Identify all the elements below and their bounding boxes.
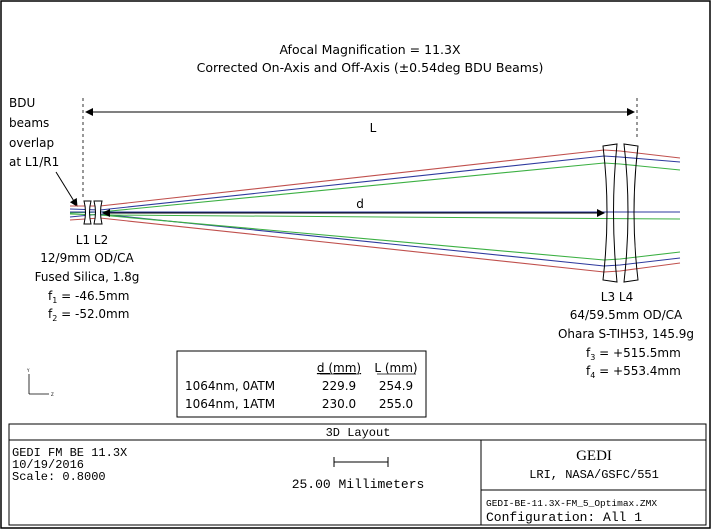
scale-bar — [333, 457, 389, 467]
bdu-note-line-4: at L1/R1 — [9, 155, 59, 169]
lens-large-specs: L3 L4 64/59.5mm OD/CA Ohara S-TIH53, 145… — [558, 290, 694, 380]
focal-f3: f3 = +515.5mm — [586, 346, 681, 362]
title-block: 3D Layout GEDI FM BE 11.3X 10/19/2016 Sc… — [8, 423, 707, 526]
focal-f3-value: = +515.5mm — [595, 346, 680, 360]
dimension-L-label: L — [370, 121, 377, 135]
table-header-d: d (mm) — [317, 361, 361, 375]
bdu-note-line-3: overlap — [9, 136, 54, 150]
lens-large-diameter: 64/59.5mm OD/CA — [570, 308, 683, 322]
focal-f4: f4 = +553.4mm — [586, 364, 681, 380]
axis-triad: Y Z — [26, 368, 54, 397]
focal-f1-symbol: f — [48, 289, 53, 303]
footer-scale: Scale: 0.8000 — [12, 470, 106, 484]
table-row-2-label: 1064nm, 1ATM — [185, 397, 275, 411]
focal-f1: f1 = -46.5mm — [48, 289, 129, 305]
focal-f2: f2 = -52.0mm — [48, 307, 129, 323]
table-row-1-label: 1064nm, 0ATM — [185, 379, 275, 393]
title-line-2: Corrected On-Axis and Off-Axis (±0.54deg… — [197, 60, 544, 75]
lens-small-material: Fused Silica, 1.8g — [35, 270, 140, 284]
bdu-note: BDU beams overlap at L1/R1 — [9, 96, 78, 207]
focal-f1-subscript: 1 — [52, 296, 57, 305]
focal-f4-value: = +553.4mm — [595, 364, 680, 378]
focal-f2-value: = -52.0mm — [57, 307, 129, 321]
lens-large-names: L3 L4 — [601, 290, 633, 304]
footer-organization: LRI, NASA/GSFC/551 — [529, 468, 659, 482]
lens-L4 — [623, 143, 639, 283]
footer-date: 10/19/2016 — [12, 458, 84, 472]
bdu-note-arrow — [55, 171, 78, 207]
measurement-table: d (mm) L (mm) 1064nm, 0ATM 229.9 254.9 1… — [176, 350, 427, 418]
footer-model-name: GEDI FM BE 11.3X — [12, 446, 127, 460]
focal-f2-subscript: 2 — [52, 314, 57, 323]
dimension-d-label: d — [356, 197, 364, 211]
title-block-border — [8, 423, 707, 526]
lens-L3 — [602, 143, 618, 283]
lens-small-names: L1 L2 — [76, 233, 108, 247]
table-row-2-d: 230.0 — [322, 397, 356, 411]
title-line-1: Afocal Magnification = 11.3X — [279, 42, 461, 57]
lens-L2 — [93, 200, 103, 225]
focal-f3-subscript: 3 — [590, 353, 595, 362]
lens-small-diameter: 12/9mm OD/CA — [40, 251, 134, 265]
footer-project-title: GEDI — [576, 448, 612, 464]
footer-filename: GEDI-BE-11.3X-FM_5_Optimax.ZMX — [486, 498, 657, 509]
table-row-1-L: 254.9 — [379, 379, 413, 393]
table-header-L: L (mm) — [374, 361, 417, 375]
focal-f4-subscript: 4 — [590, 371, 595, 380]
bdu-note-line-2: beams — [9, 116, 49, 130]
table-row-2-L: 255.0 — [379, 397, 413, 411]
axis-triad-y-label: Y — [26, 368, 30, 373]
footer-configuration: Configuration: All 1 — [486, 510, 642, 525]
bdu-note-line-1: BDU — [9, 96, 35, 110]
layout-label: 3D Layout — [326, 426, 391, 440]
focal-f3-symbol: f — [586, 346, 591, 360]
lens-L1-L2 — [83, 200, 103, 225]
focal-f1-value: = -46.5mm — [57, 289, 129, 303]
focal-f2-symbol: f — [48, 307, 53, 321]
lens-L1 — [83, 200, 92, 225]
measurement-table-border — [176, 350, 427, 418]
focal-f4-symbol: f — [586, 364, 591, 378]
table-row-1-d: 229.9 — [322, 379, 356, 393]
scale-bar-label: 25.00 Millimeters — [292, 477, 425, 492]
lens-small-specs: L1 L2 12/9mm OD/CA Fused Silica, 1.8g f1… — [35, 233, 140, 323]
lens-L3-L4 — [602, 143, 639, 283]
axis-triad-z-label: Z — [51, 392, 54, 397]
lens-large-material: Ohara S-TIH53, 145.9g — [558, 327, 694, 341]
